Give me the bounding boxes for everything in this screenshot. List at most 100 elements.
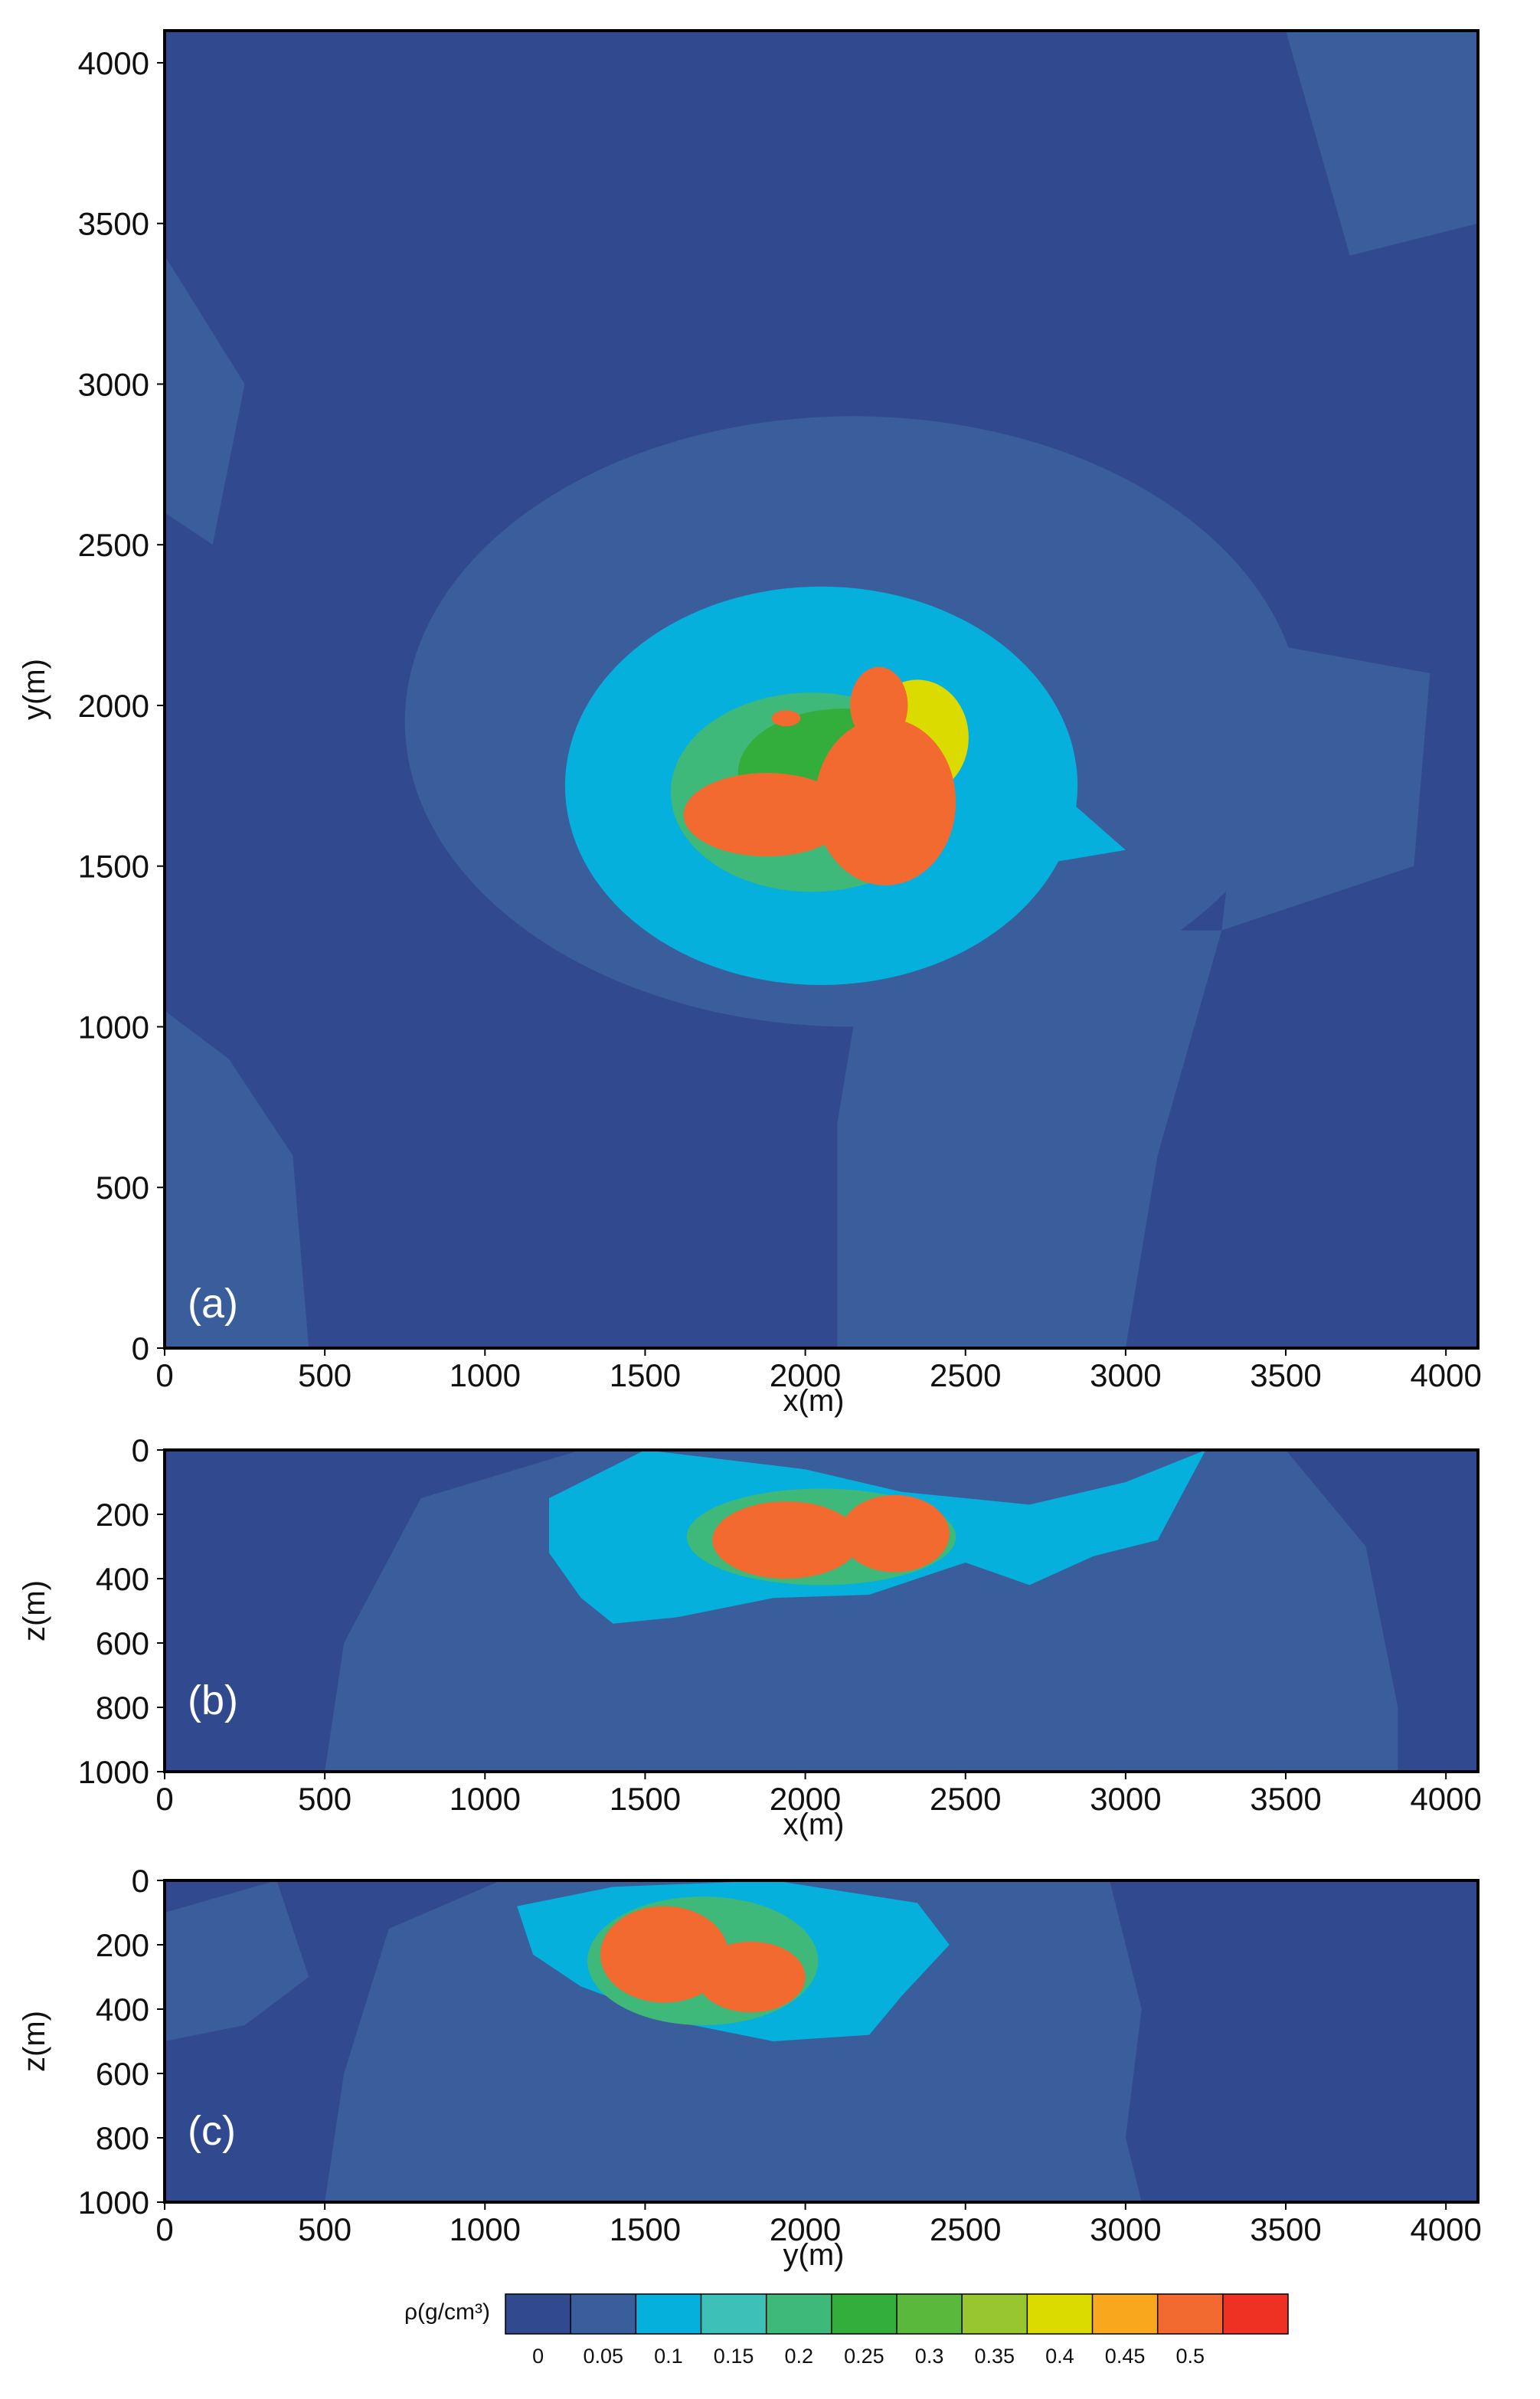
density-region — [683, 773, 851, 857]
colorbar-swatch — [831, 2294, 898, 2334]
x-tick-label: 4000 — [1410, 1357, 1481, 1393]
colorbar-swatch — [766, 2294, 832, 2334]
y-tick-label: 1000 — [78, 2185, 149, 2221]
x-tick-label: 4000 — [1410, 2211, 1481, 2247]
density-region — [165, 1880, 309, 2041]
density-regions — [165, 1880, 1142, 2202]
y-tick-label: 800 — [96, 1690, 149, 1726]
y-tick-label: 0 — [132, 1863, 149, 1899]
colorbar: ρ(g/cm³) 0 0.05 0.1 0.15 0.2 0.25 0.3 0.35 0.4 0.… — [404, 2293, 1289, 2368]
x-tick-label: 3500 — [1250, 1781, 1321, 1817]
x-tick-label: 3500 — [1250, 1357, 1321, 1393]
density-regions — [165, 31, 1478, 1348]
colorbar-tick-label: 0.45 — [1105, 2345, 1146, 2368]
panel-label: (a) — [188, 1281, 238, 1327]
colorbar-swatch — [505, 2294, 571, 2334]
density-region — [1221, 641, 1430, 931]
y-tick-label: 3000 — [78, 366, 149, 402]
colorbar-tick-label: 0.3 — [915, 2345, 944, 2368]
x-tick-label: 2500 — [930, 1781, 1001, 1817]
colorbar-swatch — [1157, 2294, 1224, 2334]
colorbar-swatch — [636, 2294, 701, 2334]
y-tick-label: 600 — [96, 2056, 149, 2092]
plot-frame — [163, 29, 1480, 1350]
y-tick-label: 0 — [132, 1330, 149, 1366]
x-axis-label: x(m) — [783, 1384, 845, 1418]
y-tick-label: 0 — [132, 1432, 149, 1468]
density-region — [771, 710, 801, 727]
x-axis-label: y(m) — [783, 2238, 845, 2272]
colorbar-swatches — [505, 2293, 1289, 2335]
density-regions — [325, 1450, 1398, 1772]
x-tick-label: 500 — [298, 2211, 351, 2247]
y-tick-label: 400 — [96, 1992, 149, 2028]
density-region — [837, 930, 1222, 1348]
x-tick-label: 1500 — [610, 1781, 681, 1817]
colorbar-swatch — [962, 2294, 1028, 2334]
x-tick-label: 4000 — [1410, 1781, 1481, 1817]
density-region — [600, 1906, 729, 2003]
y-axis-label: z(m) — [18, 2011, 51, 2072]
panel-label: (c) — [188, 2108, 236, 2154]
density-region — [850, 666, 908, 745]
x-axis-label: x(m) — [783, 1808, 845, 1841]
density-region — [815, 718, 956, 885]
y-tick-label: 4000 — [78, 45, 149, 81]
x-tick-label: 1000 — [450, 1781, 521, 1817]
y-tick-label: 1000 — [78, 1009, 149, 1045]
density-region — [997, 737, 1126, 866]
colorbar-ticks: 0 0.05 0.1 0.15 0.2 0.25 0.3 0.35 0.4 0.45 0.5 — [532, 2345, 1205, 2368]
colorbar-tick-label: 0.15 — [714, 2345, 754, 2368]
colorbar-swatch — [701, 2294, 767, 2334]
x-tick-label: 2500 — [930, 1357, 1001, 1393]
x-tick-label: 0 — [155, 1781, 173, 1817]
density-region — [325, 1880, 1142, 2202]
y-tick-label: 2500 — [78, 527, 149, 563]
panel-a: 0 500 1000 1500 2000 2500 3000 3500 4000 0 500 1000… — [18, 29, 1482, 1418]
density-region — [840, 1494, 950, 1573]
panel-c: 0 500 1000 1500 2000 2500 3000 3500 4000 0 200 400 6… — [18, 1863, 1482, 2272]
y-tick-label: 400 — [96, 1561, 149, 1597]
colorbar-tick-label: 0 — [532, 2345, 544, 2368]
y-tick-label: 500 — [96, 1170, 149, 1206]
x-tick-label: 1500 — [610, 1357, 681, 1393]
y-tick-label: 200 — [96, 1927, 149, 1963]
colorbar-swatch — [897, 2294, 963, 2334]
y-axis-label: z(m) — [18, 1580, 51, 1641]
colorbar-tick-label: 0.35 — [974, 2345, 1015, 2368]
panels: 0 500 1000 1500 2000 2500 3000 3500 400005001000… — [18, 29, 1482, 2272]
y-tick-label: 1000 — [78, 1754, 149, 1790]
y-tick-label: 3500 — [78, 206, 149, 242]
colorbar-tick-label: 0.5 — [1175, 2345, 1205, 2368]
x-tick-label: 500 — [298, 1781, 351, 1817]
colorbar-swatch — [1222, 2294, 1289, 2334]
x-tick-label: 3000 — [1090, 1781, 1161, 1817]
colorbar-label: ρ(g/cm³) — [404, 2299, 490, 2325]
y-tick-label: 200 — [96, 1497, 149, 1533]
x-tick-label: 500 — [298, 1357, 351, 1393]
x-tick-label: 1000 — [450, 2211, 521, 2247]
x-tick-label: 2500 — [930, 2211, 1001, 2247]
x-tick-label: 3000 — [1090, 2211, 1161, 2247]
density-region — [1286, 31, 1478, 256]
x-tick-label: 2000 — [770, 1357, 841, 1393]
x-tick-label: 2000 — [770, 1781, 841, 1817]
colorbar-swatch — [1092, 2294, 1159, 2334]
x-tick-label: 1500 — [610, 2211, 681, 2247]
colorbar-tick-label: 0.4 — [1045, 2345, 1074, 2368]
y-tick-label: 1500 — [78, 849, 149, 885]
panel-b: 0 500 1000 1500 2000 2500 3000 3500 4000 0 200 400 6… — [18, 1432, 1482, 1841]
density-region — [165, 1010, 309, 1348]
y-tick-label: 600 — [96, 1625, 149, 1661]
colorbar-tick-label: 0.05 — [583, 2345, 623, 2368]
y-axis-label: y(m) — [18, 659, 51, 720]
x-tick-label: 1000 — [450, 1357, 521, 1393]
plot-frame — [163, 1448, 1480, 1773]
colorbar-tick-label: 0.25 — [844, 2345, 884, 2368]
y-tick-label: 800 — [96, 2120, 149, 2156]
x-tick-label: 2000 — [770, 2211, 841, 2247]
density-region — [696, 1941, 806, 2013]
panel-label: (b) — [188, 1677, 238, 1723]
density-region — [165, 255, 245, 545]
